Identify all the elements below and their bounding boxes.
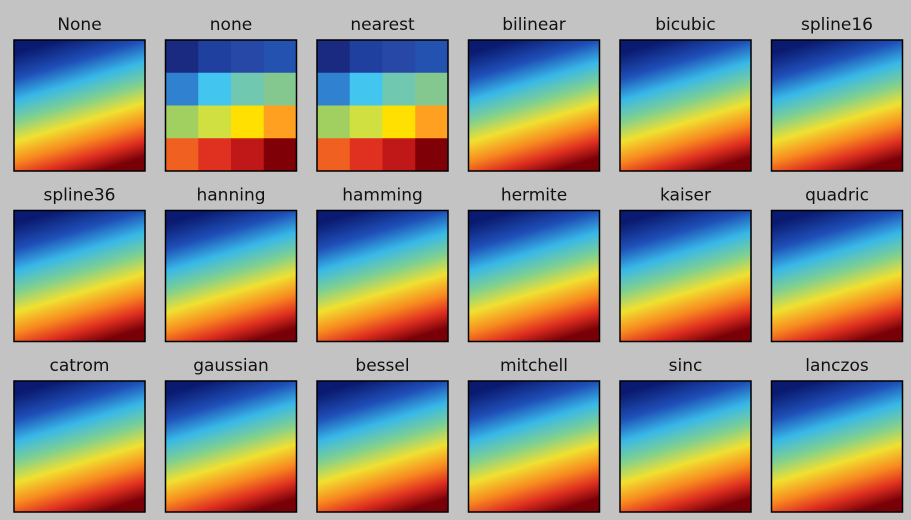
panel-title: mitchell: [500, 356, 568, 376]
pixel-block: [231, 72, 265, 106]
interpolated-image: [317, 381, 448, 512]
panel-title: quadric: [805, 186, 869, 206]
panel-title: spline36: [44, 186, 116, 206]
pixel-block: [198, 40, 232, 74]
image-frame: [164, 209, 298, 343]
interpolated-image: [468, 210, 600, 342]
panel-title: nearest: [350, 15, 415, 35]
image-frame: [316, 209, 449, 343]
image-frame: [619, 39, 752, 172]
pixel-block: [349, 105, 383, 139]
interpolated-image: [620, 210, 751, 342]
panel-title: sinc: [669, 356, 703, 376]
pixel-block: [198, 72, 232, 106]
pixel-block: [165, 105, 199, 139]
pixel-block: [415, 138, 449, 172]
image-frame: [619, 209, 752, 343]
pixel-block: [382, 40, 416, 74]
panel-title: gaussian: [193, 356, 269, 376]
pixel-block: [415, 40, 449, 74]
pixel-block: [317, 40, 351, 74]
pixel-block: [165, 40, 199, 74]
pixel-block: [165, 72, 199, 106]
panel-title: hermite: [501, 186, 567, 206]
pixel-block: [415, 105, 449, 139]
interpolated-image: [14, 210, 145, 342]
image-frame: [13, 380, 146, 513]
pixel-block: [231, 105, 265, 139]
panel-title: kaiser: [660, 186, 711, 206]
panel-title: bicubic: [655, 15, 716, 35]
image-frame: [13, 209, 146, 343]
pixel-block: [231, 138, 265, 172]
panel-title: none: [210, 15, 252, 35]
panel-title: hamming: [342, 186, 423, 206]
image-frame: [164, 39, 298, 172]
interpolated-image: [771, 210, 903, 342]
pixel-block: [165, 138, 199, 172]
interpolated-image: [317, 210, 448, 342]
interpolated-image: [620, 381, 751, 512]
pixel-block: [263, 40, 297, 74]
image-frame: [13, 39, 146, 172]
pixel-block: [349, 72, 383, 106]
panel-title: bessel: [355, 356, 409, 376]
image-frame: [467, 209, 601, 343]
image-frame: [316, 380, 449, 513]
image-frame: [770, 209, 904, 343]
panel-title: None: [57, 15, 101, 35]
image-frame: [770, 380, 904, 513]
pixel-block: [382, 72, 416, 106]
pixel-block: [382, 138, 416, 172]
interpolated-image: [165, 210, 297, 342]
image-frame: [467, 380, 601, 513]
pixel-block: [317, 72, 351, 106]
panel-title: spline16: [801, 15, 873, 35]
interpolated-image: [14, 40, 145, 171]
pixel-block: [231, 40, 265, 74]
pixel-block: [317, 138, 351, 172]
image-frame: [770, 39, 904, 172]
interpolated-image: [14, 381, 145, 512]
pixel-block: [382, 105, 416, 139]
pixel-block: [349, 138, 383, 172]
pixel-block: [415, 72, 449, 106]
pixel-block: [263, 138, 297, 172]
pixel-block: [263, 72, 297, 106]
pixel-block: [317, 105, 351, 139]
pixel-block: [198, 105, 232, 139]
image-frame: [316, 39, 449, 172]
image-frame: [467, 39, 601, 172]
interpolated-image: [165, 381, 297, 512]
interpolated-image: [468, 381, 600, 512]
interpolated-image: [771, 40, 903, 171]
interpolated-image: [620, 40, 751, 171]
pixel-block: [263, 105, 297, 139]
image-frame: [164, 380, 298, 513]
panel-title: catrom: [49, 356, 109, 376]
image-frame: [619, 380, 752, 513]
panel-title: hanning: [196, 186, 265, 206]
panel-title: lanczos: [805, 356, 869, 376]
panel-title: bilinear: [502, 15, 566, 35]
interpolated-image: [468, 40, 600, 171]
pixel-block: [198, 138, 232, 172]
interpolated-image: [771, 381, 903, 512]
pixel-block: [349, 40, 383, 74]
